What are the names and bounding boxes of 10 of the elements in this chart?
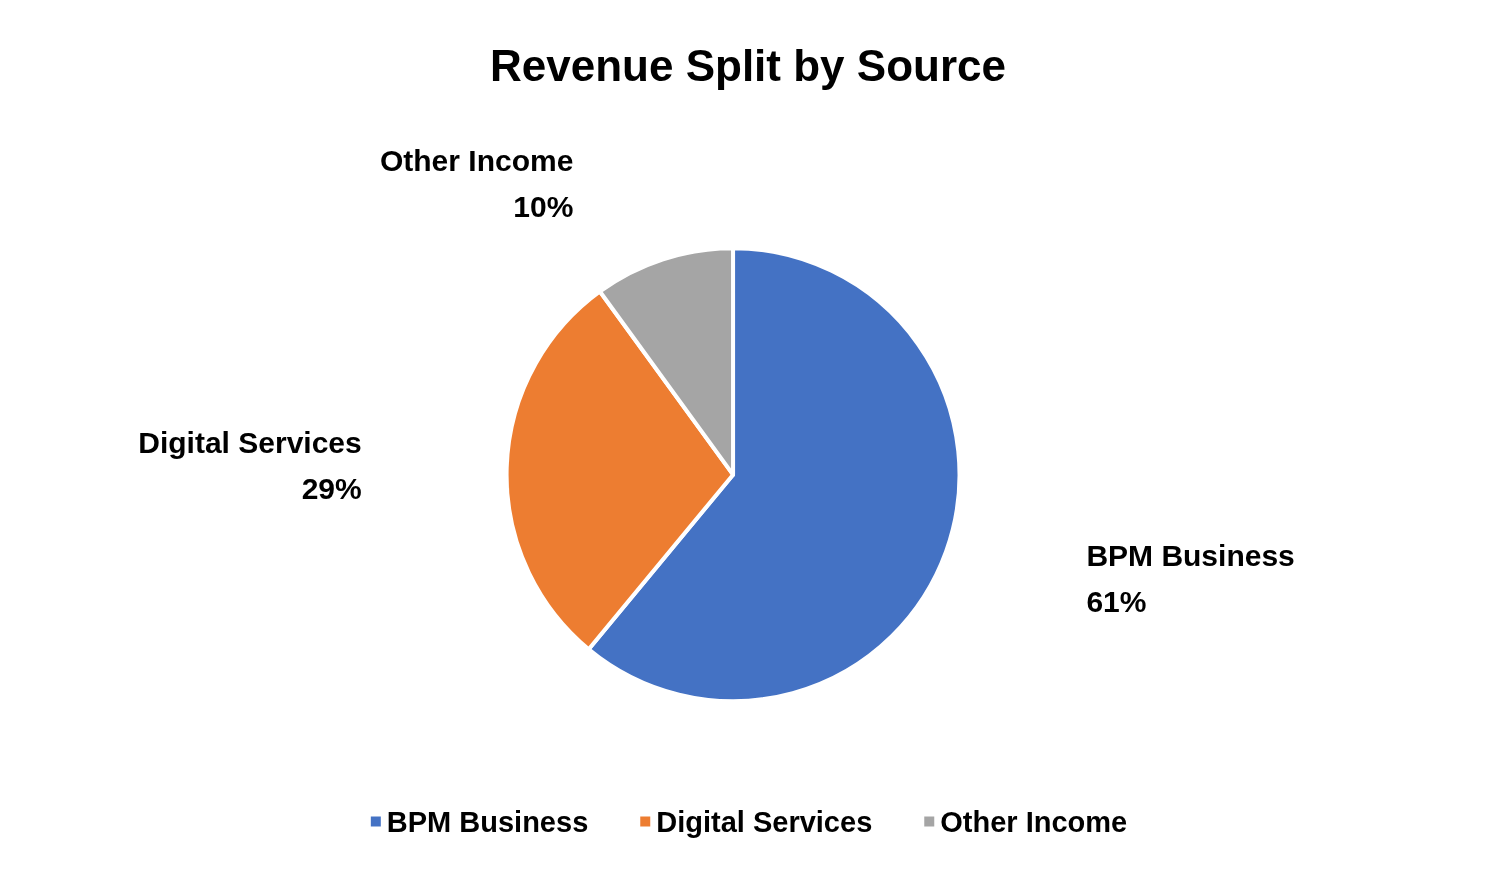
legend-label: Other Income	[940, 805, 1128, 838]
legend-label: BPM Business	[386, 805, 589, 838]
slice-label: Other Income	[379, 143, 574, 177]
data-label: 29%	[301, 471, 362, 505]
legend-label: Digital Services	[656, 805, 873, 838]
slice-label: Digital Services	[138, 425, 362, 459]
data-label: 61%	[1086, 585, 1147, 618]
data-label: 10%	[513, 189, 574, 223]
chart-title: Revenue Split by Source	[490, 40, 1006, 90]
slice-label: BPM Business	[1086, 539, 1295, 572]
